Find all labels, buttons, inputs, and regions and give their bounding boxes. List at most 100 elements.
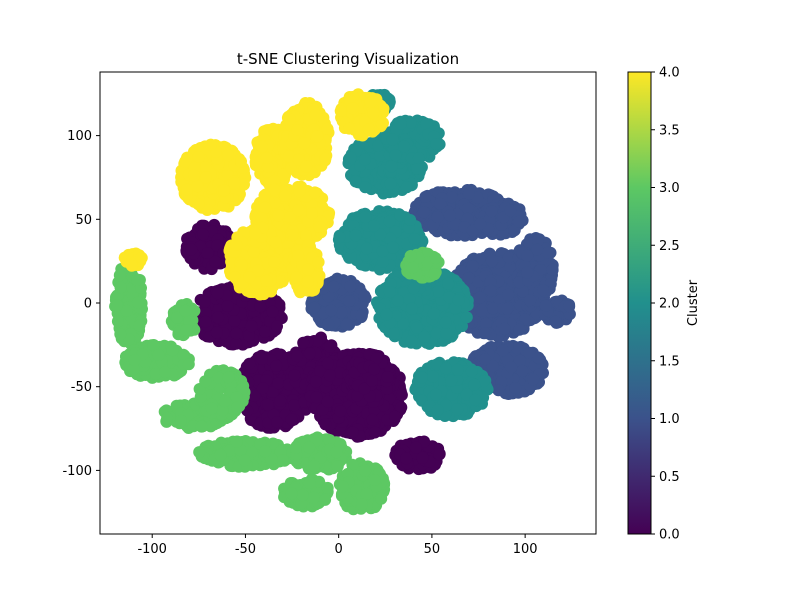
data-point	[389, 149, 402, 162]
data-point	[395, 389, 408, 401]
data-point	[212, 311, 225, 324]
data-point	[539, 299, 552, 312]
data-point	[398, 140, 411, 153]
data-point	[199, 307, 212, 320]
data-point	[521, 249, 534, 262]
data-point	[419, 190, 432, 203]
data-point	[498, 322, 511, 335]
data-point	[479, 353, 491, 366]
data-point	[412, 152, 425, 164]
data-point	[376, 245, 389, 258]
data-point	[521, 266, 534, 279]
data-point	[386, 241, 399, 254]
data-point	[346, 426, 359, 439]
data-point	[199, 315, 212, 328]
data-point	[377, 255, 389, 268]
data-point	[381, 371, 394, 383]
data-point	[400, 452, 413, 465]
data-point	[416, 451, 429, 464]
data-point	[270, 360, 283, 372]
data-point	[327, 280, 340, 293]
data-point	[439, 316, 452, 329]
data-point	[405, 302, 418, 315]
data-point	[440, 327, 453, 340]
data-point	[387, 327, 400, 340]
data-point	[368, 363, 381, 376]
data-point	[409, 441, 422, 454]
data-point	[209, 255, 222, 268]
data-point	[274, 394, 287, 407]
data-point	[344, 280, 357, 293]
data-point	[321, 395, 334, 408]
data-point	[272, 377, 285, 390]
data-point	[325, 304, 338, 317]
data-point	[509, 382, 522, 394]
data-point	[492, 384, 505, 397]
data-point	[359, 181, 372, 194]
data-point	[485, 254, 498, 267]
data-point	[324, 340, 336, 353]
data-point	[230, 337, 243, 350]
data-point	[496, 344, 509, 357]
chart-title: t-SNE Clustering Visualization	[237, 50, 459, 68]
data-point	[474, 291, 486, 304]
data-point	[400, 181, 413, 194]
data-point	[366, 374, 378, 387]
data-point	[230, 327, 243, 340]
data-point	[310, 375, 323, 388]
data-point	[262, 398, 274, 411]
data-point	[404, 214, 417, 226]
data-point	[513, 215, 526, 228]
scatter-points	[109, 88, 576, 516]
data-point	[466, 260, 479, 273]
data-point	[198, 295, 211, 308]
data-point	[443, 209, 456, 222]
data-point	[513, 323, 526, 336]
data-point	[427, 307, 440, 320]
data-point	[474, 218, 487, 230]
data-point	[546, 263, 559, 276]
data-point	[359, 211, 372, 224]
data-point	[394, 117, 407, 130]
data-point	[505, 361, 518, 374]
data-point	[411, 162, 424, 175]
data-point	[500, 302, 513, 315]
data-point	[531, 243, 544, 256]
data-point	[385, 160, 398, 173]
data-point	[321, 357, 334, 370]
data-point	[359, 153, 371, 166]
data-point	[460, 311, 473, 324]
data-point	[243, 329, 255, 342]
data-point	[340, 318, 353, 331]
data-point	[221, 300, 234, 312]
data-point	[368, 219, 380, 232]
data-point	[537, 284, 549, 296]
data-point	[389, 410, 402, 423]
data-point	[355, 309, 368, 322]
data-point	[366, 413, 379, 426]
data-point	[228, 315, 241, 327]
data-point	[431, 211, 444, 223]
data-point	[442, 277, 455, 290]
data-point	[504, 204, 517, 217]
data-point	[285, 413, 298, 426]
data-point	[463, 187, 475, 200]
data-point	[407, 282, 420, 295]
data-point	[201, 247, 214, 259]
data-point	[479, 327, 492, 340]
data-point	[380, 308, 393, 321]
data-point	[433, 448, 446, 461]
data-point	[485, 205, 498, 218]
data-point	[335, 306, 348, 319]
data-point	[288, 369, 301, 382]
data-point	[185, 243, 198, 256]
data-point	[297, 336, 310, 349]
data-point	[271, 320, 283, 333]
data-point	[343, 295, 356, 307]
data-point	[434, 197, 447, 210]
data-point	[319, 418, 332, 431]
data-point	[368, 426, 381, 439]
data-point	[310, 391, 323, 404]
data-point	[308, 301, 321, 314]
